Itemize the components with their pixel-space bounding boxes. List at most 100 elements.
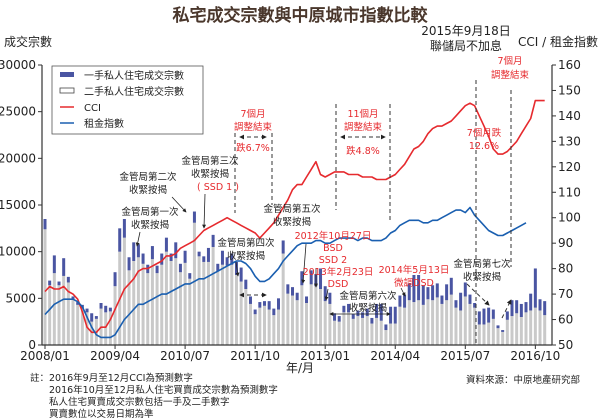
right-tick-label: 80 [558, 262, 573, 276]
bar-first-hand [188, 273, 192, 279]
annotation-hkma-5: 金管局第五次 [263, 203, 321, 215]
bar-second-hand [515, 313, 519, 345]
bar-second-hand [426, 299, 430, 345]
source-note: 資料來源：中原地產研究部 [466, 374, 580, 386]
legend-label: CCI [84, 103, 101, 114]
bar-second-hand [262, 305, 266, 345]
bar-first-hand [333, 313, 337, 321]
bar-second-hand [477, 324, 481, 345]
annotation-bsd: BSD [323, 243, 343, 254]
annotation-hkma-2: 收緊按揭 [129, 184, 167, 196]
bar-first-hand [407, 283, 411, 301]
bar-first-hand [253, 309, 257, 315]
bar-second-hand [403, 307, 407, 345]
bar-second-hand [309, 284, 313, 345]
bar-first-hand [267, 301, 271, 310]
bar-first-hand [309, 270, 313, 285]
bar-second-hand [435, 297, 439, 345]
bar-second-hand [440, 303, 444, 345]
bar-second-hand [258, 307, 262, 345]
legend-label: 一手私人住宅成交宗數 [84, 69, 184, 82]
bar-first-hand [426, 287, 430, 300]
bar-first-hand [281, 240, 285, 254]
axes-layer: 0 5000 10000 15000 20000 25000 30000 50 60 70 80 90… [0, 58, 581, 363]
bar-second-hand [225, 265, 229, 345]
x-tick-label: 2013/01 [300, 349, 350, 363]
annotation-hkma-6: 收緊按揭 [349, 302, 387, 314]
bar-second-hand [52, 273, 56, 345]
bar-first-hand [94, 316, 98, 319]
bar-first-hand [370, 317, 374, 324]
annotation-adjust-3: 7個月 [497, 55, 522, 67]
legend-label: 二手私人住宅成交宗數 [84, 85, 184, 98]
bar-second-hand [337, 321, 341, 345]
bar-first-hand [351, 314, 355, 319]
bar-second-hand [253, 314, 257, 345]
bar-first-hand [164, 237, 168, 252]
bar-first-hand [510, 300, 514, 317]
bar-first-hand [244, 279, 248, 289]
bar-first-hand [323, 286, 327, 302]
bar-first-hand [197, 251, 201, 257]
bar-first-hand [328, 292, 332, 304]
annotation-hkma-1: 收緊按揭 [131, 219, 169, 231]
bar-second-hand [80, 308, 84, 345]
left-tick-label: 5000 [5, 291, 36, 305]
x-tick-label: 2009/04 [90, 349, 140, 363]
bar-second-hand [421, 304, 425, 345]
annotation-drop-3: 12.6% [469, 141, 499, 152]
bar-first-hand [295, 292, 299, 301]
x-tick-label: 2016/10 [510, 349, 560, 363]
bar-second-hand [286, 293, 290, 345]
annotation-hkma-7: 金管局第七次 [453, 258, 511, 270]
bar-first-hand [524, 302, 528, 313]
annotation-dsd: 2013年2月23日 [303, 266, 374, 278]
bar-first-hand [389, 306, 393, 324]
bar-first-hand [113, 272, 117, 287]
right-tick-label: 130 [558, 134, 581, 148]
bar-second-hand [524, 312, 528, 345]
bar-second-hand [291, 295, 295, 345]
bar-second-hand [473, 307, 477, 345]
rent-index-line [44, 206, 527, 339]
bar-second-hand [127, 270, 131, 345]
bar-first-hand [48, 280, 52, 286]
bar-first-hand [206, 247, 210, 262]
bar-second-hand [295, 300, 299, 345]
annotation-hkma-3: 金管局第三次 [181, 155, 239, 167]
bar-second-hand [220, 264, 224, 345]
bar-second-hand [206, 261, 210, 345]
bar-first-hand [337, 316, 341, 322]
bar-first-hand [272, 308, 276, 316]
bar-second-hand [136, 257, 140, 345]
bar-second-hand [57, 285, 61, 345]
bar-first-hand [225, 257, 229, 266]
x-tick-label: 2008/01 [20, 349, 70, 363]
annotation-adjust-3: 調整結束 [491, 69, 530, 81]
bar-second-hand [90, 321, 94, 345]
bar-first-hand [463, 282, 467, 297]
bar-second-hand [188, 278, 192, 345]
right-axis-title: CCI / 租金指數 [518, 34, 598, 49]
annotation-ssd1: ( SSD 1 ) [197, 182, 239, 193]
bar-second-hand [71, 299, 75, 345]
bar-second-hand [169, 261, 173, 345]
bar-second-hand [389, 323, 393, 345]
bar-first-hand [136, 244, 140, 258]
bar-first-hand [277, 298, 280, 310]
annotation-hkma-7: 收緊按揭 [463, 271, 501, 283]
bar-second-hand [234, 275, 238, 345]
bar-first-hand [421, 285, 425, 305]
x-tick-label: 2014/04 [370, 349, 420, 363]
bar-first-hand [459, 292, 463, 311]
bar-second-hand [272, 315, 276, 345]
bar-second-hand [267, 309, 271, 345]
x-tick-label: 2015/07 [440, 349, 490, 363]
bar-second-hand [454, 307, 458, 345]
bar-second-hand [393, 323, 397, 345]
bar-first-hand [403, 294, 407, 308]
annotation-hkma-4: 金管局第四次 [217, 237, 275, 249]
note-line: 買賣數位以交易日期為準 [49, 408, 154, 418]
right-tick-label: 60 [558, 313, 573, 327]
